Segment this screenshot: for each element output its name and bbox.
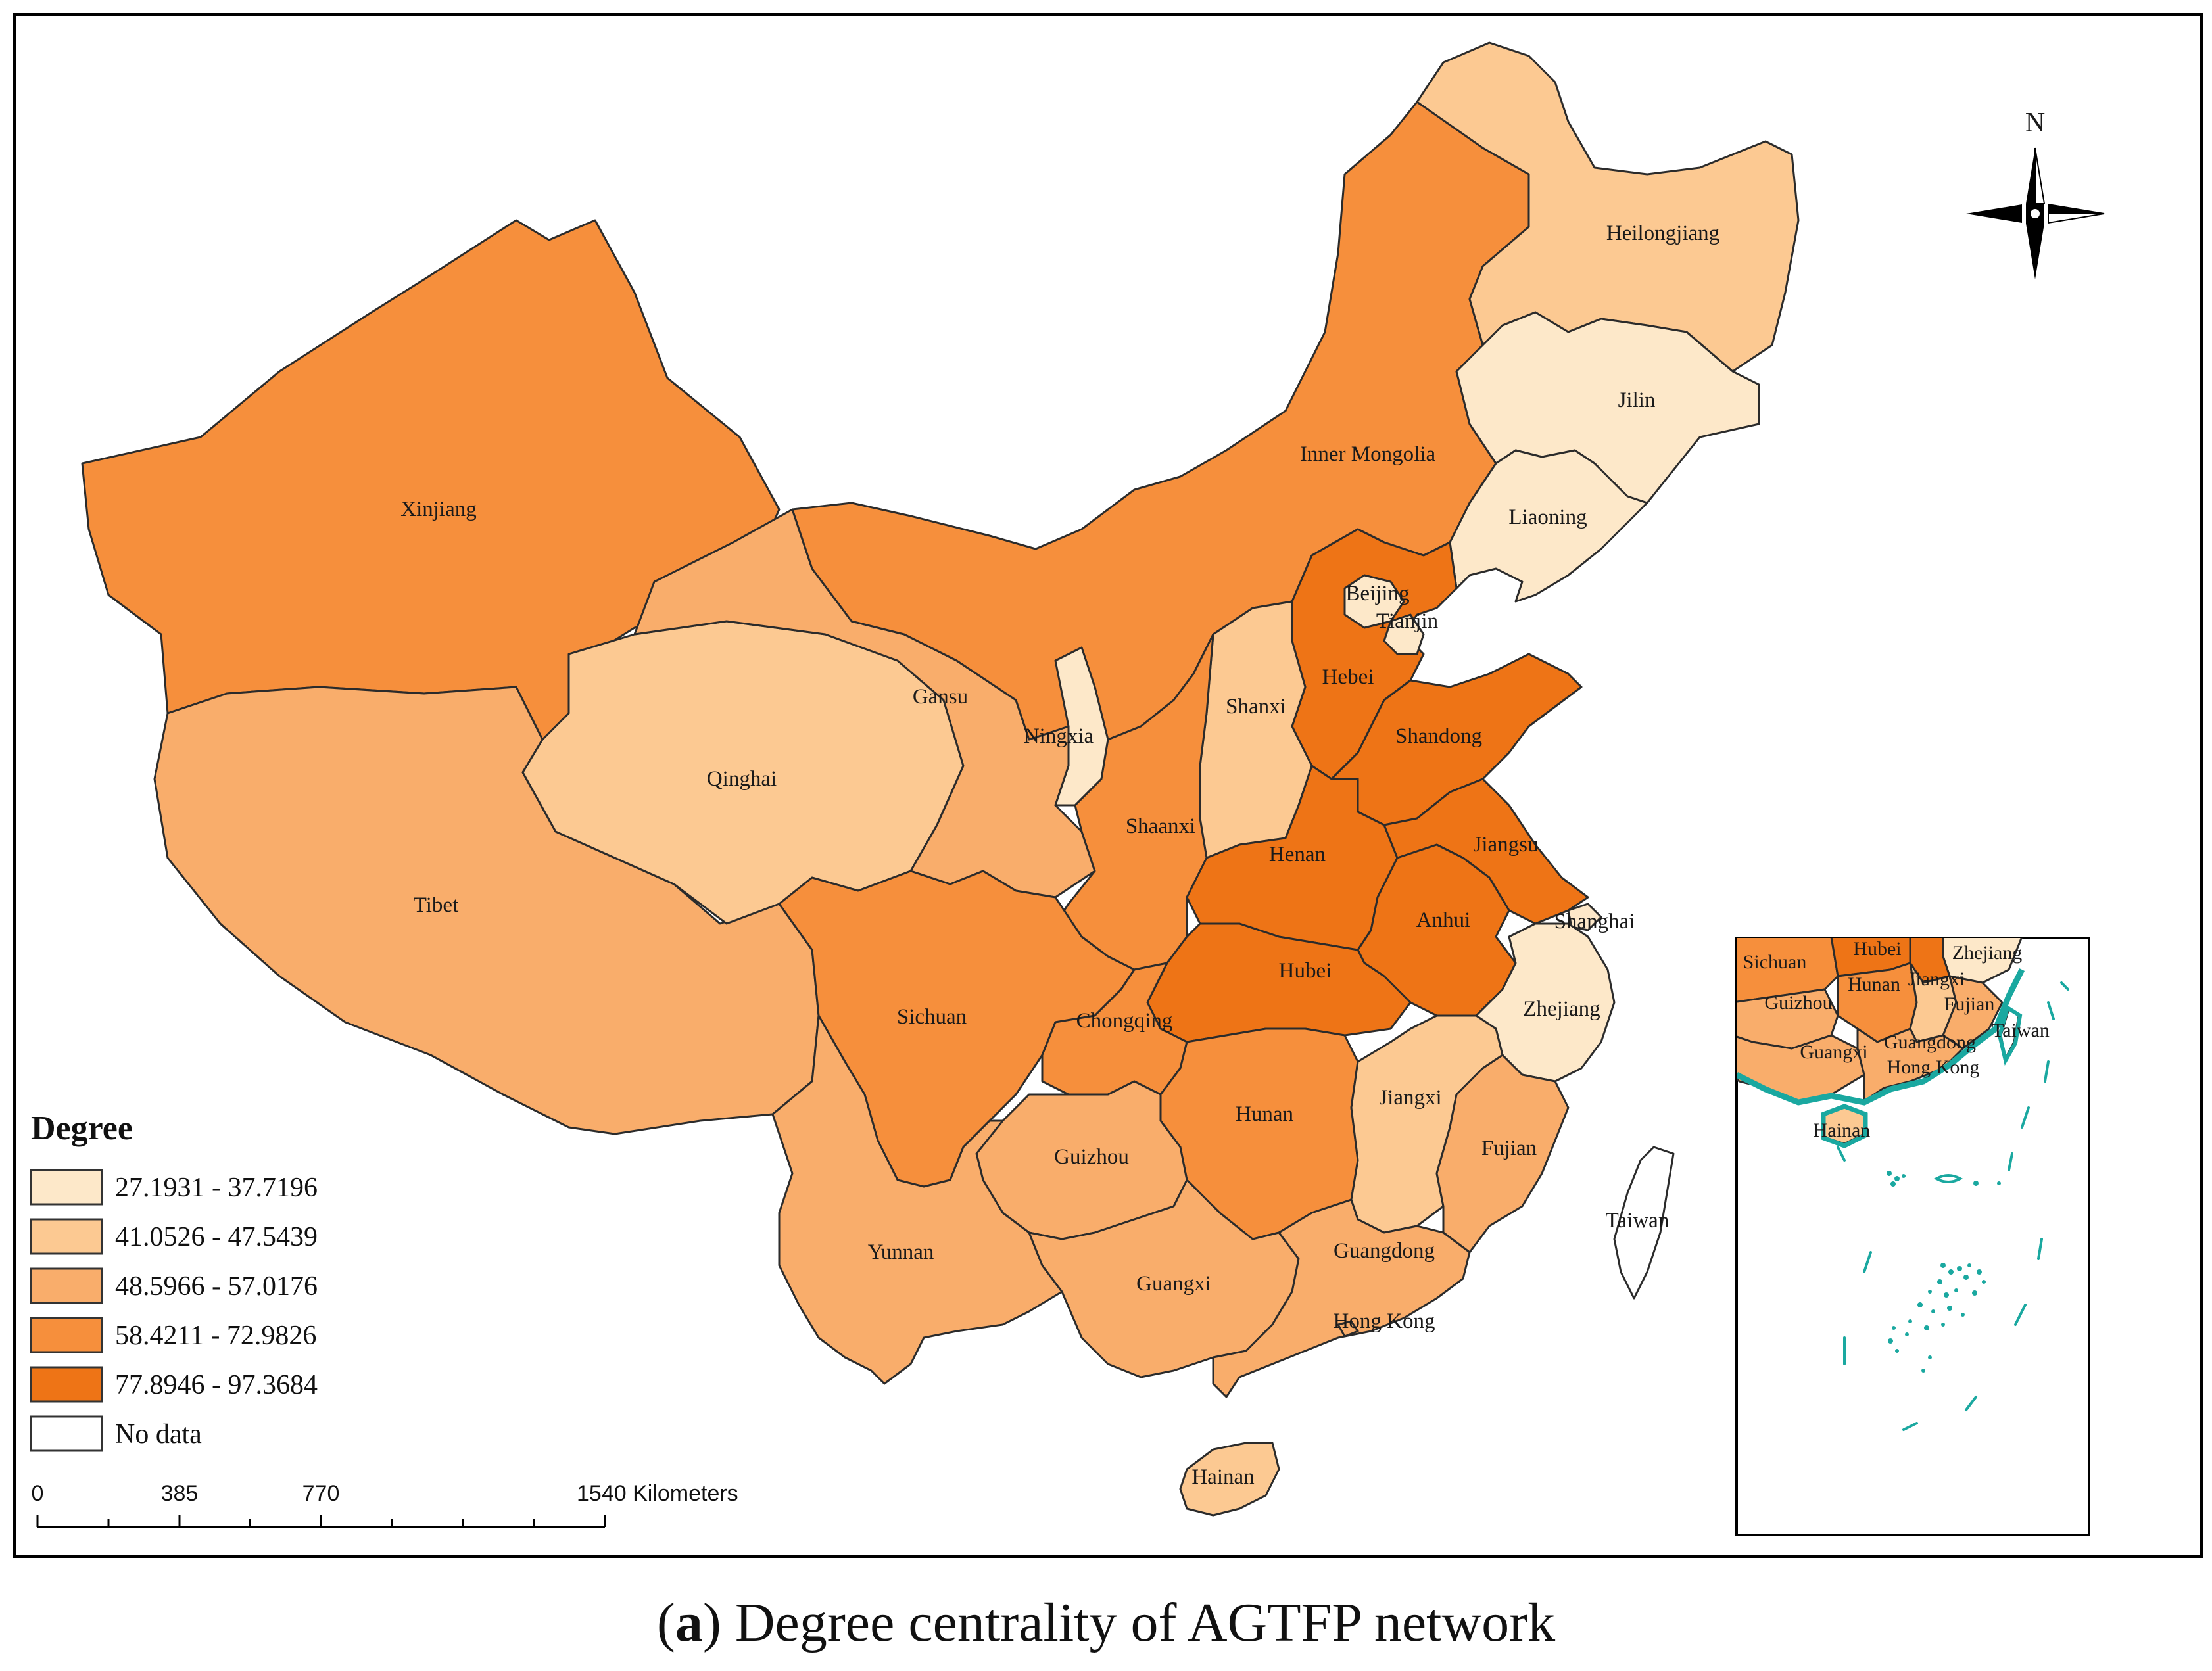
- province-heilongjiang[interactable]: [1416, 41, 1800, 373]
- legend-item-no-data-swatch: [30, 1415, 103, 1452]
- legend-items: 27.1931 - 37.7196 41.0526 - 47.5439 48.596…: [30, 1169, 318, 1452]
- inset-fujian: [1942, 975, 2004, 1050]
- label-hubei: Hubei: [1279, 959, 1332, 983]
- inset-label-guizhou: Guizhou: [1764, 992, 1832, 1014]
- legend-item-1-label: 27.1931 - 37.7196: [115, 1173, 318, 1203]
- scale-tick-0: 0: [32, 1481, 44, 1506]
- label-liaoning: Liaoning: [1508, 506, 1587, 529]
- label-tianjin: Tianjin: [1376, 609, 1438, 633]
- label-inner-mongolia: Inner Mongolia: [1300, 442, 1436, 466]
- legend: Degree 27.1931 - 37.7196 41.0526 - 47.543…: [30, 1110, 318, 1452]
- province-taiwan[interactable]: [1613, 1146, 1675, 1300]
- inset-map: Sichuan Hubei Zhejiang Hunan Jiangxi Gui…: [1735, 937, 2090, 1536]
- province-shanghai[interactable]: [1567, 903, 1602, 931]
- inset-label-taiwan: Taiwan: [1992, 1020, 2050, 1041]
- province-liaoning[interactable]: [1449, 449, 1648, 603]
- inset-label-hubei: Hubei: [1853, 938, 1901, 960]
- scale-bar: 0 385 770 1540 Kilometers: [32, 1481, 738, 1528]
- label-guangdong: Guangdong: [1334, 1239, 1435, 1263]
- scale-tick-770: 770: [302, 1481, 340, 1506]
- label-gansu: Gansu: [913, 685, 968, 709]
- north-arrow: N: [1966, 108, 2105, 279]
- inset-label-guangxi: Guangxi: [1800, 1041, 1867, 1063]
- inset-guangxi: [1737, 1034, 1865, 1102]
- inset-label-hong-kong: Hong Kong: [1887, 1056, 1980, 1078]
- label-shandong: Shandong: [1395, 724, 1482, 748]
- map-frame: Xinjiang Tibet Qinghai Gansu Inner Mongo…: [13, 13, 2203, 1558]
- inset-label-sichuan: Sichuan: [1743, 951, 1807, 973]
- label-chongqing: Chongqing: [1076, 1009, 1173, 1033]
- province-labels: Xinjiang Tibet Qinghai Gansu Inner Mongo…: [400, 222, 1719, 1489]
- inset-label-fujian: Fujian: [1944, 993, 1995, 1015]
- legend-item-3-label: 48.5966 - 57.0176: [115, 1271, 318, 1302]
- scale-tick-1540: 1540 Kilometers: [577, 1481, 738, 1506]
- legend-title: Degree: [31, 1110, 133, 1147]
- label-jiangsu: Jiangsu: [1474, 833, 1539, 857]
- inset-label-jiangxi: Jiangxi: [1908, 968, 1965, 990]
- legend-item-2-swatch: [30, 1218, 103, 1255]
- legend-item-3-swatch: [30, 1267, 103, 1304]
- label-anhui: Anhui: [1416, 908, 1471, 932]
- province-layer: [81, 41, 1800, 1517]
- label-shaanxi: Shaanxi: [1126, 814, 1195, 838]
- label-yunnan: Yunnan: [868, 1240, 934, 1264]
- legend-item-5-label: 77.8946 - 97.3684: [115, 1370, 318, 1400]
- label-jilin: Jilin: [1618, 388, 1656, 412]
- legend-item-4-swatch: [30, 1317, 103, 1353]
- inset-label-guangdong: Guangdong: [1884, 1031, 1976, 1053]
- label-tibet: Tibet: [414, 893, 458, 917]
- legend-item-4-label: 58.4211 - 72.9826: [115, 1321, 316, 1351]
- label-sichuan: Sichuan: [897, 1005, 967, 1029]
- province-fujian[interactable]: [1435, 1054, 1570, 1254]
- scale-tick-385: 385: [161, 1481, 199, 1506]
- label-guizhou: Guizhou: [1054, 1145, 1129, 1169]
- province-guangdong[interactable]: [1212, 1198, 1471, 1398]
- label-shanghai: Shanghai: [1554, 910, 1635, 933]
- label-heilongjiang: Heilongjiang: [1606, 222, 1719, 245]
- china-map: Xinjiang Tibet Qinghai Gansu Inner Mongo…: [30, 41, 2105, 1536]
- legend-item-1-swatch: [30, 1169, 103, 1206]
- province-tianjin[interactable]: [1383, 613, 1425, 655]
- legend-item-2-label: 41.0526 - 47.5439: [115, 1222, 318, 1252]
- label-henan: Henan: [1269, 843, 1326, 866]
- label-hong-kong: Hong Kong: [1334, 1309, 1435, 1333]
- label-beijing: Beijing: [1345, 582, 1409, 605]
- north-label: N: [2025, 108, 2045, 138]
- label-ningxia: Ningxia: [1024, 724, 1094, 748]
- province-zhejiang[interactable]: [1475, 922, 1616, 1083]
- label-qinghai: Qinghai: [707, 767, 777, 791]
- label-jiangxi: Jiangxi: [1379, 1086, 1441, 1110]
- label-hebei: Hebei: [1322, 665, 1374, 689]
- legend-item-no-data-label: No data: [115, 1419, 202, 1449]
- inset-label-hunan: Hunan: [1848, 974, 1900, 995]
- label-fujian: Fujian: [1481, 1137, 1537, 1160]
- inset-label-zhejiang: Zhejiang: [1952, 942, 2023, 964]
- figure-caption: (a) Degree centrality of AGTFP network: [656, 1592, 1556, 1653]
- label-hainan: Hainan: [1191, 1465, 1254, 1489]
- label-taiwan: Taiwan: [1606, 1209, 1670, 1233]
- caption-text: Degree centrality of AGTFP network: [734, 1592, 1556, 1653]
- province-hainan[interactable]: [1179, 1442, 1280, 1517]
- label-shanxi: Shanxi: [1226, 695, 1286, 718]
- province-hong-kong[interactable]: [1337, 1320, 1359, 1338]
- label-zhejiang: Zhejiang: [1523, 997, 1600, 1021]
- inset-label-hainan: Hainan: [1814, 1119, 1871, 1141]
- label-guangxi: Guangxi: [1136, 1272, 1211, 1296]
- label-hunan: Hunan: [1236, 1102, 1293, 1126]
- province-beijing[interactable]: [1343, 574, 1405, 629]
- label-xinjiang: Xinjiang: [400, 498, 476, 521]
- caption-panel-letter: a: [675, 1592, 703, 1653]
- legend-item-5-swatch: [30, 1366, 103, 1403]
